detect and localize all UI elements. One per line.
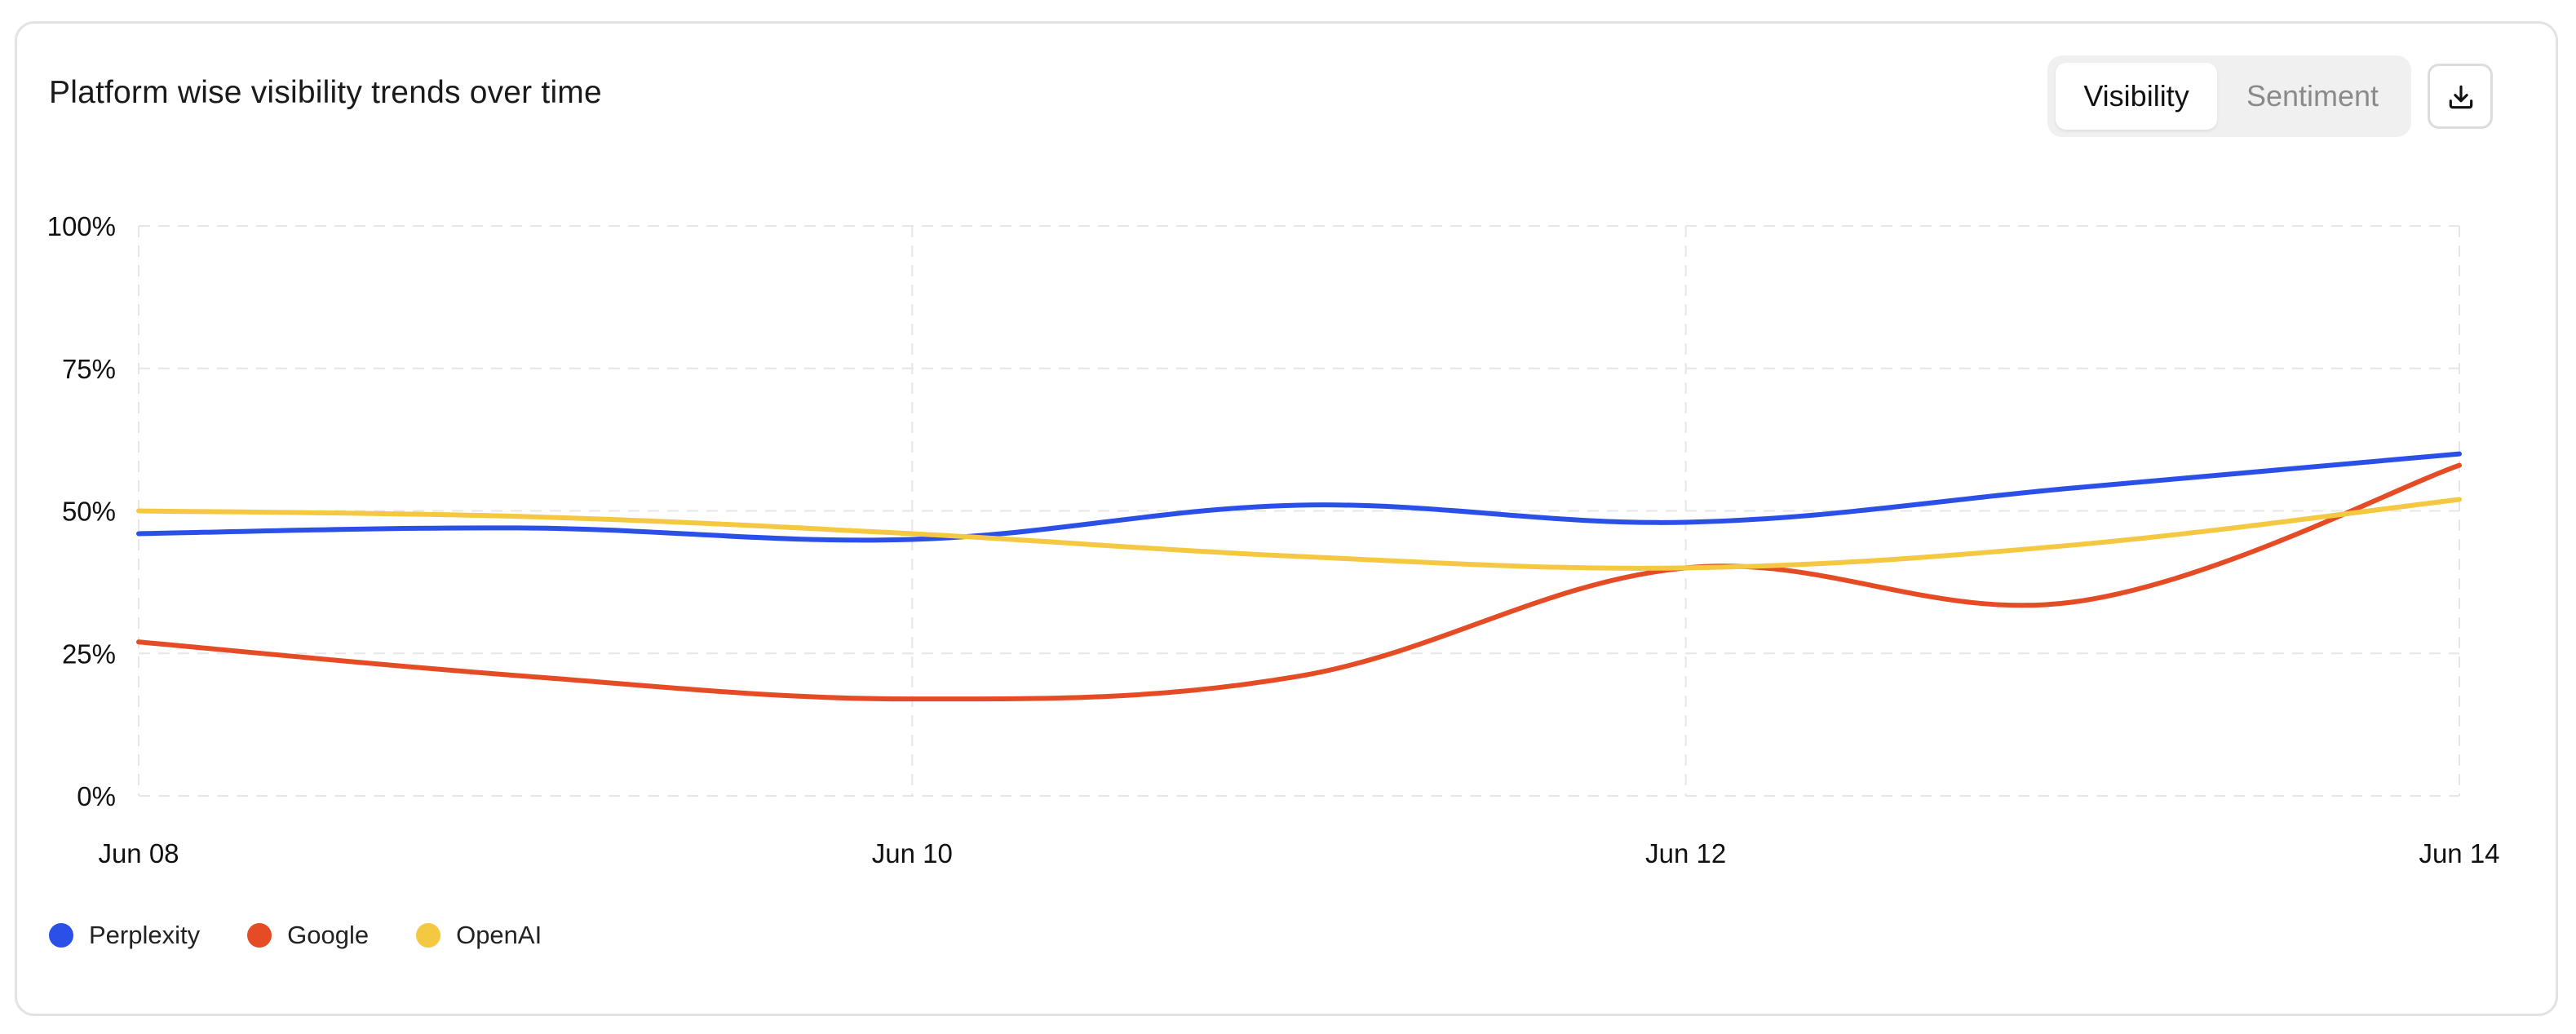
y-tick-label: 100% xyxy=(47,211,116,241)
chart-card xyxy=(15,21,2558,1016)
chart-title: Platform wise visibility trends over tim… xyxy=(49,75,602,110)
series-line-google xyxy=(136,462,2462,702)
x-tick-label: Jun 08 xyxy=(98,838,179,868)
legend-label: Perplexity xyxy=(89,921,201,949)
y-tick-label: 50% xyxy=(62,497,116,527)
download-button[interactable] xyxy=(2428,64,2493,129)
chart-legend: Perplexity Google OpenAI xyxy=(49,917,589,953)
legend-label: Google xyxy=(287,921,370,949)
legend-item-openai[interactable]: OpenAI xyxy=(416,921,542,950)
download-icon xyxy=(2449,85,2473,109)
metric-toggle: Visibility Sentiment xyxy=(2047,55,2411,137)
y-tick-label: 0% xyxy=(77,781,116,811)
series-line-openai xyxy=(136,497,2462,571)
legend-dot xyxy=(49,923,73,948)
x-tick-label: Jun 14 xyxy=(2419,838,2499,868)
legend-label: OpenAI xyxy=(456,921,542,949)
toggle-visibility[interactable]: Visibility xyxy=(2056,63,2217,130)
x-tick-label: Jun 12 xyxy=(1645,838,1726,868)
legend-item-google[interactable]: Google xyxy=(247,921,369,950)
legend-dot xyxy=(247,923,272,948)
toggle-sentiment[interactable]: Sentiment xyxy=(2246,79,2379,113)
y-tick-label: 25% xyxy=(62,639,116,669)
legend-item-perplexity[interactable]: Perplexity xyxy=(49,921,200,950)
x-tick-label: Jun 10 xyxy=(872,838,953,868)
legend-dot xyxy=(416,923,441,948)
series-line-perplexity xyxy=(136,451,2462,543)
y-tick-label: 75% xyxy=(62,354,116,384)
